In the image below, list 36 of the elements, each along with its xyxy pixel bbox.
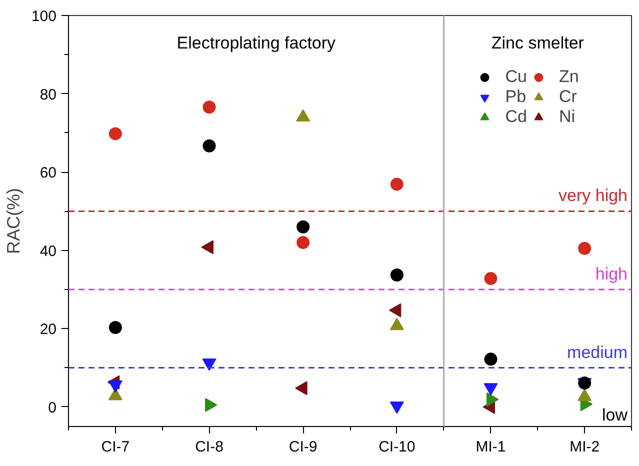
x-tick-label: MI-2 — [570, 438, 600, 456]
point — [108, 127, 122, 140]
point — [296, 220, 310, 234]
x-tick-label: CI-9 — [288, 438, 318, 456]
x-tick-label: CI-8 — [195, 438, 224, 456]
point — [578, 242, 592, 255]
y-tick-label: 80 — [40, 86, 57, 104]
y-tick-label: 60 — [40, 164, 57, 182]
annotation: low — [602, 406, 628, 424]
legend-label: Cr — [559, 87, 578, 107]
point — [202, 100, 216, 114]
legend-label: Cu — [505, 67, 527, 87]
y-tick-label: 0 — [48, 399, 56, 416]
x-tick-label: CI-7 — [101, 438, 130, 456]
point — [202, 139, 216, 152]
y-tick-label: 40 — [40, 242, 57, 260]
point — [296, 236, 310, 250]
point — [484, 352, 498, 366]
legend-label: Zn — [559, 67, 579, 87]
x-tick-label: MI-1 — [476, 438, 506, 456]
legend-label: Pb — [505, 87, 526, 107]
ref-line-label: medium — [567, 342, 628, 362]
ref-line-label: high — [595, 264, 628, 284]
y-tick-label: 100 — [31, 8, 57, 25]
y-tick-label: 20 — [40, 321, 57, 338]
y-axis-title: RAC(%) — [3, 188, 24, 254]
point — [390, 268, 404, 282]
point — [390, 178, 404, 191]
point — [108, 320, 122, 334]
legend-label: Cd — [505, 107, 527, 127]
annotation: Electroplating factory — [176, 34, 336, 53]
annotation: Zinc smelter — [491, 34, 584, 53]
legend-label: Ni — [559, 107, 576, 127]
point — [484, 272, 498, 286]
ref-line-label: very high — [558, 186, 628, 206]
x-tick-label: CI-10 — [378, 438, 416, 456]
